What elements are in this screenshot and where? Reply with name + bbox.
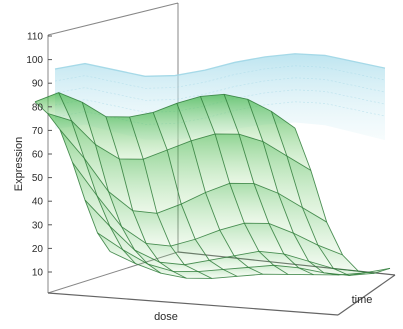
surface-cell <box>302 207 343 255</box>
surface-cell <box>209 255 249 270</box>
surface-cell <box>258 251 299 268</box>
z-tick-label: 110 <box>27 32 43 43</box>
surface-cell <box>108 191 147 244</box>
surface-cell <box>121 226 160 263</box>
surface-cell <box>84 158 122 227</box>
surface-cell <box>85 200 123 250</box>
mesh-col-line <box>247 99 340 276</box>
surface-cell <box>283 253 324 273</box>
surface-cell <box>262 141 303 208</box>
mesh-row-line <box>84 199 359 272</box>
surface-cell <box>95 144 133 211</box>
surface-cell <box>71 120 109 192</box>
z-tick-label: 70 <box>32 126 44 137</box>
surface-cell <box>191 133 230 193</box>
z-tick-label: 100 <box>26 55 43 66</box>
surface-cell <box>159 262 199 272</box>
z-tick-label: 50 <box>32 173 44 184</box>
surface-cell <box>176 96 216 141</box>
surface-cell <box>229 183 269 224</box>
x-axis-label: dose <box>154 311 178 323</box>
surface-cell <box>153 103 192 151</box>
surface-cell <box>119 158 157 214</box>
mesh-col-line <box>129 116 213 279</box>
z-tick-label: 20 <box>32 244 44 255</box>
surface-cell <box>60 129 98 196</box>
surface-cell <box>286 155 327 223</box>
surface-cell <box>143 150 182 214</box>
back-surface-mesh <box>54 89 386 113</box>
surface-cell <box>268 223 309 262</box>
mesh-col-line <box>223 94 314 276</box>
z-tick-label: 80 <box>32 102 44 113</box>
z-axis-label: Expression <box>13 137 25 191</box>
surface-cell <box>167 140 206 205</box>
z-axis-ticks: 10 20 30 40 50 60 70 80 90 100 110 <box>26 32 52 279</box>
mesh-col-line <box>270 111 365 276</box>
surface-cell <box>82 102 120 159</box>
surface-cell <box>97 195 135 251</box>
y-axis-label: time <box>352 294 373 306</box>
surface-cell <box>132 210 171 247</box>
surface-cell <box>224 94 263 142</box>
surface-cell <box>72 162 110 227</box>
surface-cell <box>170 239 210 265</box>
mesh-row-line <box>47 112 312 171</box>
surface-cell <box>200 94 240 135</box>
surface-cell <box>293 233 334 269</box>
back-surface-mesh <box>54 65 386 89</box>
surface-cell <box>97 232 136 264</box>
surface-cell <box>244 223 284 254</box>
mesh-col-line <box>81 102 162 274</box>
surface-cell <box>247 99 287 156</box>
surface-cell <box>248 265 289 275</box>
z-tick-label: 60 <box>32 150 44 161</box>
mesh-col-line <box>294 127 391 274</box>
mesh-row-line <box>109 251 391 279</box>
surface-cell <box>35 92 72 121</box>
surface-cell <box>129 112 168 160</box>
mesh-col-line <box>176 103 263 275</box>
surface-cell <box>271 111 311 171</box>
surface-cell <box>205 183 245 231</box>
mesh-col-line <box>34 101 111 252</box>
mesh-col-line <box>58 92 136 264</box>
mesh-col-line <box>105 116 187 279</box>
surface-cell <box>239 134 279 194</box>
surface-cell <box>58 92 96 145</box>
surface-cell <box>147 264 187 279</box>
mesh-row-line <box>72 162 343 256</box>
z-tick-label: 30 <box>32 220 44 231</box>
axis-line <box>47 292 339 316</box>
back-surface-mesh <box>54 77 386 101</box>
surface-cell <box>273 265 314 275</box>
surface-cell <box>172 271 212 279</box>
mesh-row-line <box>34 92 296 129</box>
surface-cell <box>308 261 350 276</box>
surface-cell <box>317 245 359 272</box>
surface-cell <box>278 193 318 246</box>
z-tick-label: 90 <box>32 79 44 90</box>
back-surface-ridge <box>54 53 386 77</box>
surface-cell <box>195 230 235 261</box>
front-surface <box>34 92 391 279</box>
surface-cell <box>215 133 254 184</box>
mesh-row-line <box>59 129 327 223</box>
axis-line <box>47 2 179 36</box>
z-tick-label: 10 <box>32 268 44 279</box>
z-tick-label: 40 <box>32 197 44 208</box>
surface-cell <box>146 243 185 265</box>
mesh-col-line <box>200 96 289 275</box>
mesh-col-line <box>152 112 238 277</box>
surface-cell <box>253 183 294 234</box>
surface-cell <box>134 250 173 272</box>
axis-line <box>337 274 396 316</box>
surface-cell <box>105 116 144 160</box>
